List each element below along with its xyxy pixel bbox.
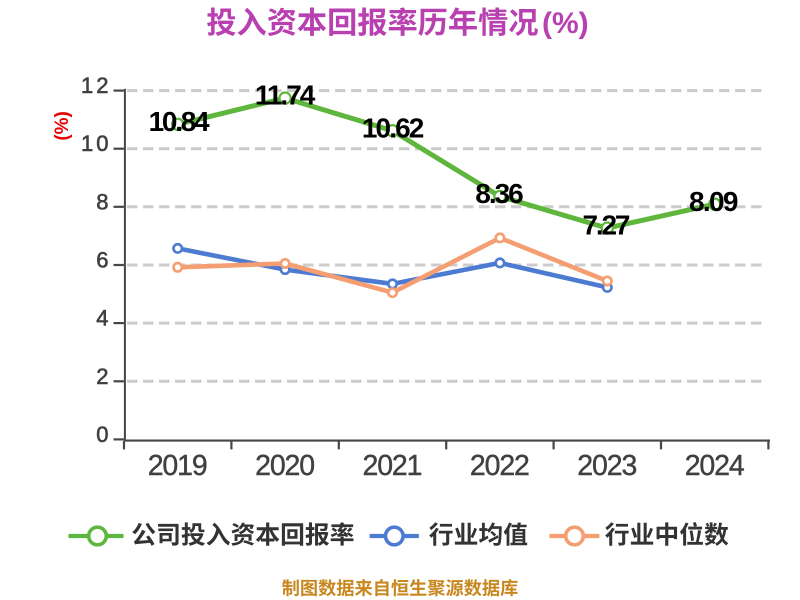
svg-text:2022: 2022 [470,450,530,482]
svg-text:10.62: 10.62 [362,112,425,143]
svg-text:7.27: 7.27 [583,210,631,241]
svg-text:0: 0 [96,422,108,447]
svg-text:11.74: 11.74 [255,80,316,111]
svg-text:2: 2 [96,364,108,389]
svg-text:8.09: 8.09 [689,186,739,217]
svg-text:2019: 2019 [148,450,208,482]
svg-text:2021: 2021 [363,450,423,482]
svg-text:(%): (%) [542,7,589,40]
svg-text:10.84: 10.84 [149,106,210,137]
svg-text:6: 6 [96,248,108,273]
svg-text:2020: 2020 [255,450,315,482]
svg-text:(%): (%) [52,111,73,141]
svg-text:2024: 2024 [685,450,745,482]
svg-text:4: 4 [96,306,108,331]
svg-text:2023: 2023 [577,450,637,482]
svg-text:8: 8 [96,189,108,214]
svg-text:8.36: 8.36 [475,178,524,209]
